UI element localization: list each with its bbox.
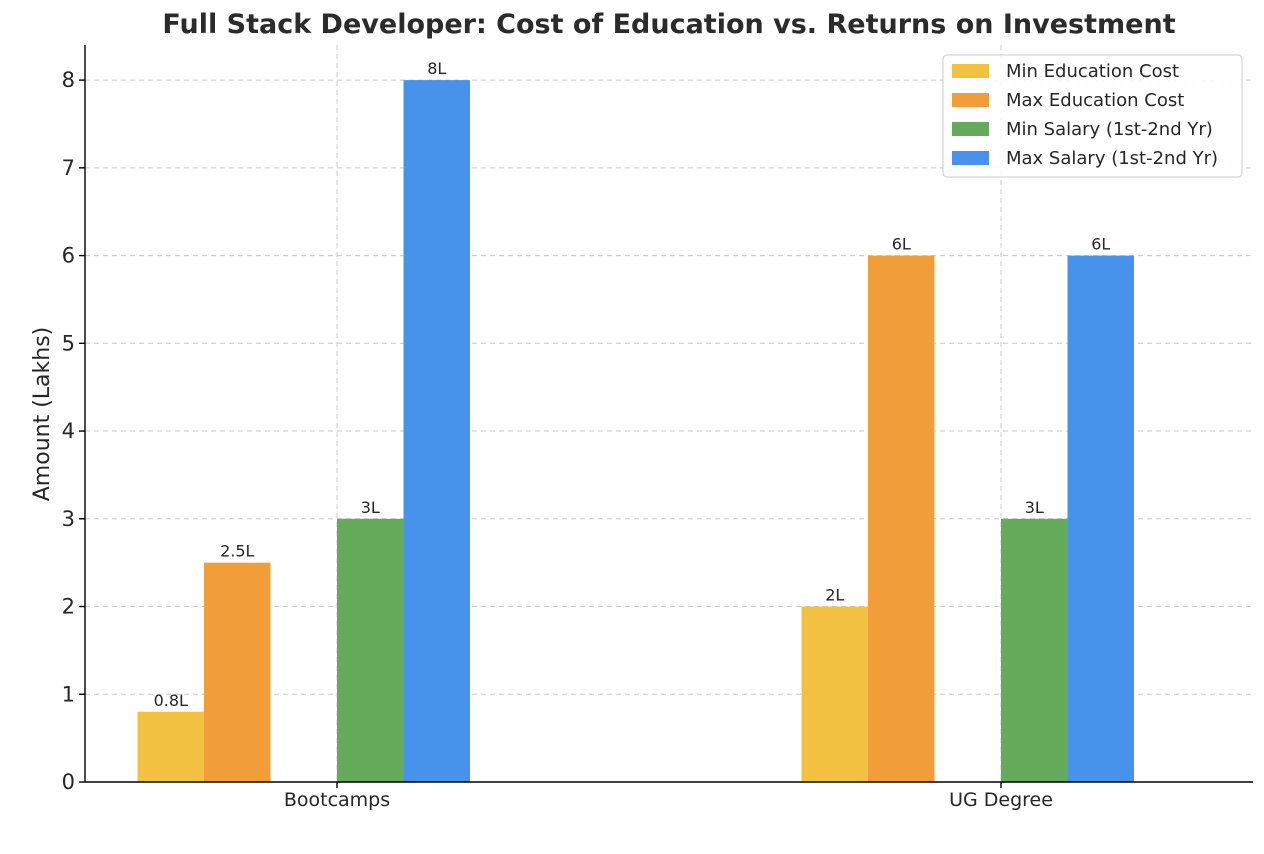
data-label-3-1: 3L — [361, 498, 380, 517]
y-tick-label-4: 4 — [62, 419, 75, 443]
data-label-2-1: 2.5L — [220, 542, 254, 561]
x-tick-label-2: UG Degree — [949, 789, 1053, 811]
legend-label-1: Min Education Cost — [1006, 61, 1179, 82]
legend: Min Education Cost Max Education Cost Min … — [942, 54, 1243, 178]
legend-label-2: Max Education Cost — [1006, 90, 1184, 111]
data-label-4-2: 6L — [1091, 235, 1110, 254]
x-tick-label-1: Bootcamps — [284, 789, 390, 811]
y-tick-label-8: 8 — [62, 68, 75, 92]
legend-swatch-1 — [952, 64, 989, 78]
legend-swatch-3 — [952, 122, 989, 136]
data-label-1-2: 2L — [825, 586, 844, 605]
y-tick-label-3: 3 — [62, 507, 75, 531]
data-label-2-2: 6L — [892, 235, 911, 254]
bar-2-1 — [204, 562, 271, 782]
y-tick-label-5: 5 — [62, 331, 75, 355]
bar-2-2 — [868, 255, 935, 783]
legend-swatch-4 — [952, 151, 989, 165]
bar-1-1 — [137, 711, 204, 782]
legend-swatch-2 — [952, 93, 989, 107]
bar-4-1 — [403, 80, 470, 783]
bars — [137, 80, 1134, 783]
axes: 0 1 2 3 4 5 6 7 8 Bootcamps UG Degree — [62, 45, 1253, 811]
bar-1-2 — [801, 606, 868, 782]
y-tick-label-2: 2 — [62, 595, 75, 619]
y-tick-label-7: 7 — [62, 156, 75, 180]
y-tick-label-1: 1 — [62, 682, 75, 706]
data-label-4-1: 8L — [427, 59, 446, 78]
data-label-1-1: 0.8L — [154, 691, 188, 710]
legend-label-4: Max Salary (1st-2nd Yr) — [1006, 148, 1218, 169]
data-labels: 0.8L 2L 2.5L 6L 3L 3L 8L 6L — [154, 59, 1111, 710]
bar-4-2 — [1067, 255, 1134, 783]
bar-3-2 — [1001, 518, 1068, 782]
legend-box — [942, 54, 1243, 178]
bar-3-1 — [337, 518, 404, 782]
data-label-3-2: 3L — [1025, 498, 1044, 517]
y-axis-label: Amount (Lakhs) — [30, 327, 55, 502]
legend-label-3: Min Salary (1st-2nd Yr) — [1006, 119, 1213, 140]
y-tick-label-6: 6 — [62, 244, 75, 268]
chart-title: Full Stack Developer: Cost of Education … — [162, 9, 1175, 40]
y-tick-label-0: 0 — [62, 770, 75, 794]
